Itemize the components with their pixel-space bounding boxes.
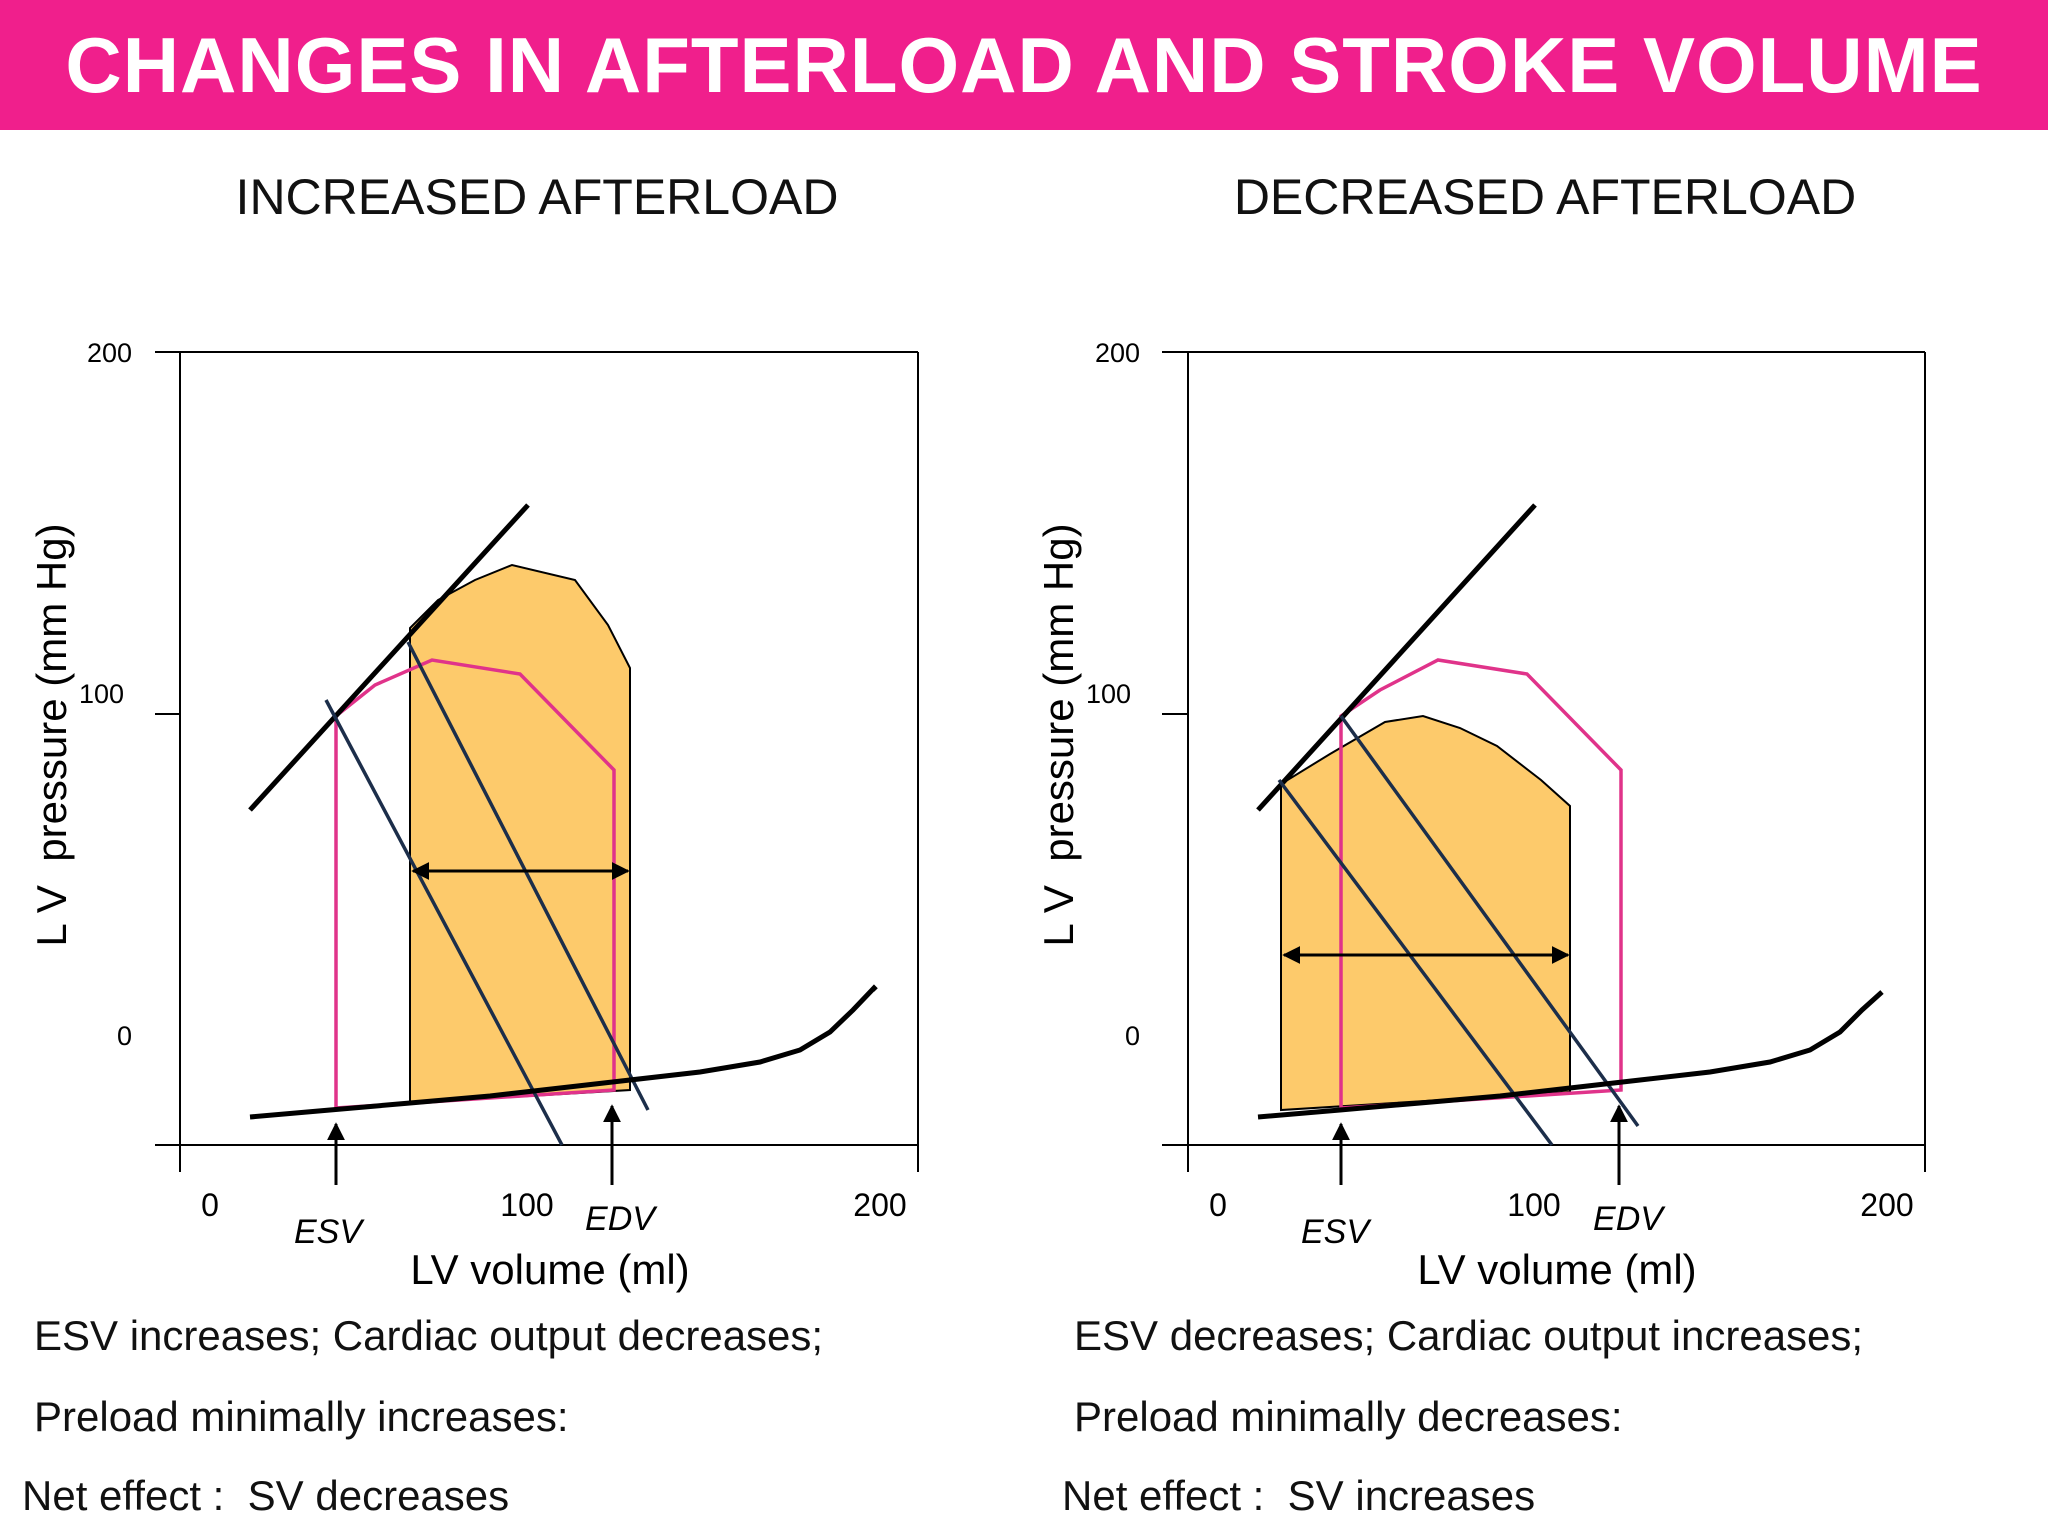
left-note-line-2: Preload minimally increases: [34, 1393, 569, 1440]
right-note-line-1: ESV decreases; Cardiac output increases; [1074, 1312, 1864, 1359]
esv-label: ESV [294, 1213, 365, 1251]
esv-label: ESV [1301, 1213, 1372, 1251]
edpvr-curve [1257, 990, 1884, 1120]
x-axis-label: LV volume (ml) [410, 1246, 689, 1293]
x-tick-label: 100 [500, 1187, 553, 1223]
x-axis-label: LV volume (ml) [1417, 1246, 1696, 1293]
y-tick-label: 100 [1086, 679, 1131, 709]
left-note-line-1: ESV increases; Cardiac output decreases; [34, 1312, 824, 1359]
right-note-line-2: Preload minimally decreases: [1074, 1393, 1623, 1440]
y-axis-label: L V pressure (mm Hg) [1035, 523, 1082, 946]
right-panel-title: DECREASED AFTERLOAD [1233, 169, 1857, 225]
espvr-line [248, 503, 530, 812]
x-tick-label: 200 [1860, 1187, 1913, 1223]
x-tick-label: 0 [201, 1187, 219, 1223]
left-chart: 200 100 0 0 100 200 LV volume (ml) L V p… [28, 338, 919, 1293]
decreased-afterload-loop [1280, 714, 1571, 1112]
x-tick-label: 0 [1209, 1187, 1227, 1223]
increased-afterload-loop [409, 563, 631, 1105]
x-tick-label: 200 [853, 1187, 906, 1223]
y-tick-label: 0 [117, 1021, 132, 1051]
y-axis-label: L V pressure (mm Hg) [28, 523, 75, 946]
elastance-line [1339, 714, 1640, 1128]
y-tick-label: 100 [79, 679, 124, 709]
right-chart: 200 100 0 0 100 200 LV volume (ml) L V p… [1035, 338, 1926, 1293]
edv-label: EDV [585, 1200, 658, 1238]
right-note-line-3: Net effect : SV increases [1062, 1472, 1536, 1519]
elastance-line [324, 699, 564, 1146]
left-panel-title: INCREASED AFTERLOAD [235, 169, 839, 225]
edpvr-curve [249, 984, 878, 1120]
slide-title: CHANGES IN AFTERLOAD AND STROKE VOLUME [65, 20, 1983, 109]
y-tick-label: 200 [1095, 338, 1140, 368]
title-banner: CHANGES IN AFTERLOAD AND STROKE VOLUME [0, 0, 2048, 130]
y-tick-label: 200 [87, 338, 132, 368]
espvr-line [1256, 503, 1537, 812]
edv-label: EDV [1593, 1200, 1666, 1238]
left-note-line-3: Net effect : SV decreases [22, 1472, 510, 1519]
y-tick-label: 0 [1125, 1021, 1140, 1051]
x-tick-label: 100 [1507, 1187, 1560, 1223]
